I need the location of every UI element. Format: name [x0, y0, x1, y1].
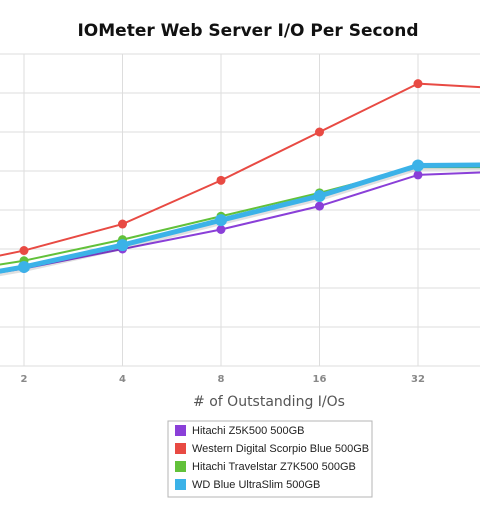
data-point: [18, 260, 30, 273]
legend-swatch: [175, 479, 186, 490]
grid: [0, 53, 480, 367]
series-2: [0, 79, 480, 257]
data-point: [413, 79, 423, 89]
series-layer: [0, 79, 480, 277]
legend: Hitachi Z5K500 500GB Western Digital Scor…: [167, 420, 373, 498]
data-point: [315, 201, 324, 211]
legend-label: Hitachi Z5K500 500GB: [192, 425, 305, 437]
data-point: [215, 214, 227, 227]
x-tick-label: 2: [21, 374, 28, 385]
x-tick-label: 8: [218, 374, 225, 385]
legend-label: WD Blue UltraSlim 500GB: [192, 479, 320, 491]
legend-box: [167, 420, 373, 498]
x-tick-label: 32: [411, 374, 425, 385]
data-point: [413, 170, 423, 180]
data-point: [313, 189, 326, 202]
data-point: [216, 225, 226, 234]
chart-title: IOMeter Web Server I/O Per Second: [77, 21, 418, 41]
x-axis-label: # of Outstanding I/Os: [193, 394, 345, 410]
series-4: [0, 159, 480, 277]
legend-swatch: [175, 443, 186, 454]
legend-swatch: [175, 425, 186, 436]
data-point: [19, 246, 29, 256]
legend-swatch: [175, 461, 186, 472]
legend-label: Western Digital Scorpio Blue 500GB: [192, 443, 369, 455]
data-point: [315, 127, 324, 137]
x-axis-ticks: 2 4 8 16 32: [21, 374, 425, 385]
x-tick-label: 16: [313, 374, 327, 385]
data-point: [118, 219, 127, 229]
data-point: [116, 239, 129, 252]
legend-label: Hitachi Travelstar Z7K500 500GB: [192, 461, 356, 473]
x-tick-label: 4: [119, 374, 126, 385]
data-point: [412, 159, 424, 172]
data-point: [216, 175, 226, 185]
